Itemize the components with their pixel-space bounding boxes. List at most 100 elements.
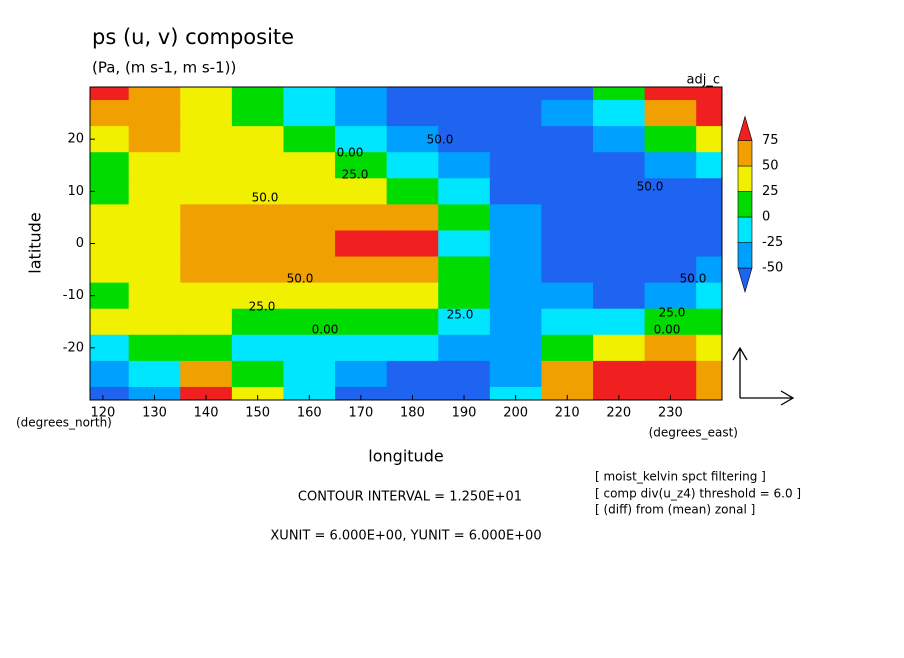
field-cell <box>644 334 697 362</box>
field-cell <box>231 386 284 400</box>
colorbar-segment <box>737 115 753 141</box>
chart-title: ps (u, v) composite <box>92 25 294 49</box>
y-tick-label: 10 <box>67 184 84 199</box>
x-tick-label: 130 <box>142 406 167 421</box>
field-cell <box>231 334 284 362</box>
field-cell <box>644 152 697 179</box>
x-tick-label: 170 <box>348 406 373 421</box>
field-cell <box>489 178 542 205</box>
field-cell <box>231 230 284 258</box>
field-cell <box>593 282 646 310</box>
colorbar-label: 50 <box>762 159 779 174</box>
field-cell <box>335 178 388 205</box>
field-cell <box>438 178 491 205</box>
colorbar-segment <box>737 165 753 192</box>
field-cell <box>180 178 233 205</box>
field-cell <box>489 152 542 179</box>
field-cell <box>489 334 542 362</box>
field-cell <box>438 100 491 127</box>
field-cell <box>128 230 181 258</box>
field-cell <box>283 256 336 284</box>
field-cell <box>180 386 233 400</box>
field-cell <box>541 126 594 153</box>
contour-label: 50.0 <box>252 191 279 205</box>
field-cell <box>438 308 491 336</box>
note: [ moist_kelvin spct filtering ] <box>595 470 766 484</box>
field-cell <box>593 204 646 231</box>
field-cell <box>335 230 388 258</box>
colorbar-segment <box>737 267 753 294</box>
field-cell <box>696 386 722 400</box>
colorbar-segment <box>737 242 753 269</box>
field-cell <box>90 204 130 231</box>
field-cell <box>438 230 491 258</box>
y-tick-label: 0 <box>76 236 84 251</box>
contour-label: 25.0 <box>447 308 474 322</box>
field-cell <box>128 178 181 205</box>
field-cell <box>696 178 722 205</box>
field-cell <box>644 256 697 284</box>
field-cell <box>489 282 542 310</box>
contour-label: 25.0 <box>659 306 686 320</box>
field-cell <box>593 178 646 205</box>
field-cell <box>438 152 491 179</box>
field-cell <box>541 256 594 284</box>
field-cell <box>386 204 439 231</box>
reference-vector <box>732 346 795 406</box>
x-axis-label: longitude <box>368 447 443 466</box>
field-cell <box>541 230 594 258</box>
field-cell <box>541 152 594 179</box>
field-cell <box>283 87 336 101</box>
field-cell <box>90 87 130 101</box>
field-cell <box>541 282 594 310</box>
y-tick-label: -20 <box>63 340 84 355</box>
field-cell <box>696 87 722 101</box>
field-cell <box>180 256 233 284</box>
field-cell <box>128 256 181 284</box>
field-cell <box>180 360 233 388</box>
field-cell <box>335 256 388 284</box>
field-cell <box>90 126 130 153</box>
field-cell <box>180 152 233 179</box>
field-cell <box>438 126 491 153</box>
field-cell <box>438 360 491 388</box>
contour-interval: CONTOUR INTERVAL = 1.250E+01 <box>298 490 522 505</box>
contour-label: 25.0 <box>249 300 276 314</box>
x-tick-label: 200 <box>503 406 528 421</box>
field-cell <box>696 126 722 153</box>
field-cell <box>128 282 181 310</box>
field <box>90 87 722 400</box>
field-cell <box>386 178 439 205</box>
field-cell <box>128 100 181 127</box>
field-cell <box>541 334 594 362</box>
field-cell <box>386 386 439 400</box>
field-cell <box>128 126 181 153</box>
note: [ (diff) from (mean) zonal ] <box>595 503 755 517</box>
field-cell <box>283 334 336 362</box>
field-cell <box>128 360 181 388</box>
field-cell <box>541 178 594 205</box>
field-cell <box>231 204 284 231</box>
field-cell <box>90 386 130 400</box>
field-cell <box>128 87 181 101</box>
field-cell <box>128 204 181 231</box>
field-cell <box>180 282 233 310</box>
field-cell <box>644 87 697 101</box>
field-cell <box>644 230 697 258</box>
field-cell <box>335 126 388 153</box>
contour-label: 0.00 <box>654 323 681 337</box>
field-cell <box>90 282 130 310</box>
field-cell <box>541 386 594 400</box>
field-cell <box>180 126 233 153</box>
field-cell <box>644 100 697 127</box>
field-cell <box>489 308 542 336</box>
field-cell <box>541 204 594 231</box>
field-cell <box>180 308 233 336</box>
field-cell <box>231 282 284 310</box>
x-unit-label: (degrees_east) <box>649 426 738 440</box>
field-cell <box>438 87 491 101</box>
field-cell <box>593 256 646 284</box>
field-cell <box>593 308 646 336</box>
field-cell <box>489 360 542 388</box>
field-cell <box>335 334 388 362</box>
